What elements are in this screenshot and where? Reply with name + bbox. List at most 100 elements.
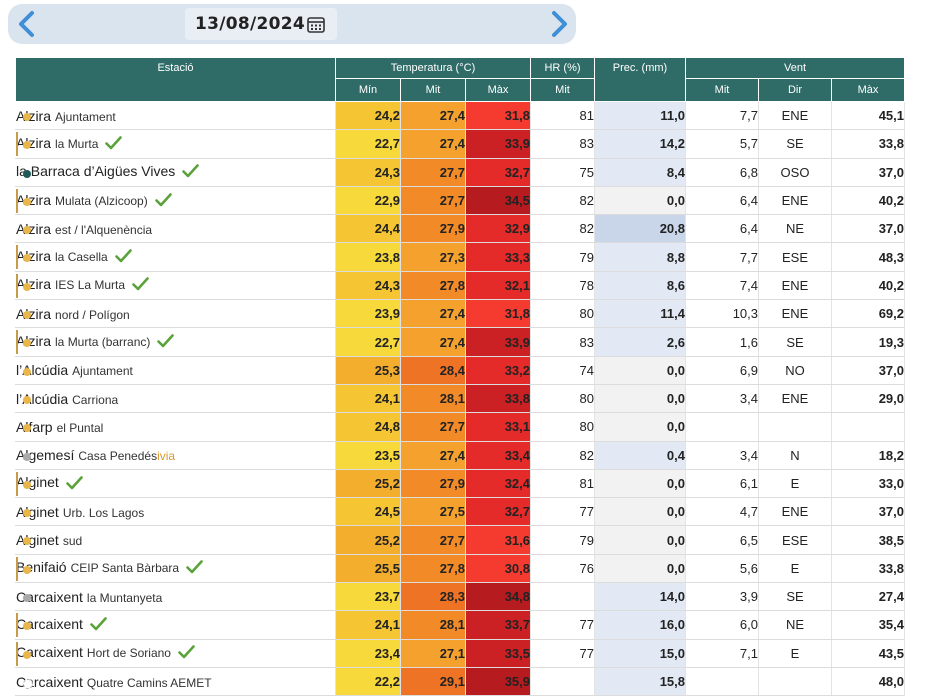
station-name[interactable]: Alzira bbox=[16, 107, 52, 124]
date-picker[interactable]: 13/08/2024 bbox=[185, 8, 337, 40]
temp-mid-cell: 27,7 bbox=[400, 525, 466, 555]
station-name[interactable]: la Barraca d’Aigües Vives bbox=[16, 163, 176, 180]
station-cell[interactable]: Carcaixent Quatre Camins AEMET bbox=[15, 667, 336, 697]
table-row[interactable]: la Barraca d’Aigües Vives 24,3 27,7 32,7 75 8… bbox=[15, 158, 905, 187]
wind-dir-cell: NO bbox=[758, 356, 832, 385]
station-name[interactable]: Algemesí bbox=[16, 447, 75, 464]
table-row[interactable]: Algemesí Casa Penedésivia 23,5 27,4 33,4 82 0,… bbox=[15, 441, 905, 470]
station-cell[interactable]: Algemesí Casa Penedésivia bbox=[15, 441, 336, 470]
wind-max-cell: 40,2 bbox=[831, 271, 905, 301]
station-location: Casa Penedés bbox=[78, 449, 158, 464]
table-row[interactable]: Alzira nord / Polígon 23,9 27,4 31,8 80 11,4 10… bbox=[15, 299, 905, 329]
humidity-cell: 79 bbox=[530, 525, 595, 555]
wind-mid-cell bbox=[685, 412, 759, 442]
station-cell[interactable]: Alzira est / l'Alquenència bbox=[15, 214, 336, 244]
wind-max-cell bbox=[831, 412, 905, 442]
station-name[interactable]: Alzira bbox=[16, 276, 52, 293]
table-row[interactable]: Carcaixent la Muntanyeta 23,7 28,3 34,8 14,0 3… bbox=[15, 582, 905, 612]
table-row[interactable]: Alzira la Murta (barranc) 22,7 27,4 33,9 83 2,… bbox=[15, 327, 905, 357]
station-cell[interactable]: Carcaixent la Muntanyeta bbox=[15, 582, 336, 612]
precipitation-cell: 8,4 bbox=[594, 158, 686, 187]
precipitation-cell: 20,8 bbox=[594, 214, 686, 244]
wind-mid-cell: 5,7 bbox=[685, 129, 759, 159]
humidity-cell: 80 bbox=[530, 384, 595, 414]
wind-max-column-header[interactable]: Màx bbox=[831, 78, 905, 102]
table-row[interactable]: Alzira la Murta 22,7 27,4 33,9 83 14,2 5,7 SE 33,… bbox=[15, 129, 905, 159]
wind-dir-cell: ENE bbox=[758, 384, 832, 414]
station-name[interactable]: Alzira bbox=[16, 191, 52, 208]
temp-min-cell: 24,2 bbox=[335, 101, 401, 131]
precipitation-column-header[interactable]: Prec. (mm) bbox=[594, 57, 686, 102]
table-row[interactable]: Alfarp el Puntal 24,8 27,7 33,1 80 0,0 bbox=[15, 412, 905, 442]
station-cell[interactable]: Alginet sud bbox=[15, 525, 336, 555]
wind-dir-column-header[interactable]: Dir bbox=[758, 78, 832, 102]
hr-column-header[interactable]: Mit bbox=[530, 78, 595, 102]
temp-mid-cell: 28,1 bbox=[400, 384, 466, 414]
station-cell[interactable]: Alfarp el Puntal bbox=[15, 412, 336, 442]
table-row[interactable]: l’Alcúdia Carriona 24,1 28,1 33,8 80 0,0 3,4 ENE… bbox=[15, 384, 905, 414]
station-cell[interactable]: Alzira nord / Polígon bbox=[15, 299, 336, 329]
date-value[interactable]: 13/08/2024 bbox=[195, 14, 306, 34]
station-cell[interactable]: l’Alcúdia Carriona bbox=[15, 384, 336, 414]
tmid-column-header[interactable]: Mit bbox=[400, 78, 466, 102]
station-cell[interactable]: Alginet Urb. Los Lagos bbox=[15, 497, 336, 527]
temp-min-cell: 25,3 bbox=[335, 356, 401, 385]
temp-max-cell: 33,7 bbox=[465, 610, 531, 640]
station-cell[interactable]: Carcaixent bbox=[15, 610, 336, 640]
table-row[interactable]: Alzira est / l'Alquenència 24,4 27,9 32,9 82 2… bbox=[15, 214, 905, 244]
station-name[interactable]: Alzira bbox=[16, 332, 52, 349]
table-row[interactable]: Alginet sud 25,2 27,7 31,6 79 0,0 6,5 ESE 38,5 bbox=[15, 525, 905, 555]
station-cell[interactable]: Alzira Ajuntament bbox=[15, 101, 336, 131]
wind-mid-cell: 7,4 bbox=[685, 271, 759, 301]
station-name[interactable]: Carcaixent bbox=[16, 588, 83, 605]
station-cell[interactable]: Alzira la Casella bbox=[15, 242, 336, 272]
row-marker bbox=[16, 641, 18, 666]
station-name[interactable]: Carcaixent bbox=[16, 615, 83, 632]
chevron-right-icon[interactable] bbox=[544, 9, 574, 39]
wind-mid-column-header[interactable]: Mit bbox=[685, 78, 759, 102]
station-name[interactable]: Alzira bbox=[16, 134, 52, 151]
station-cell[interactable]: Alginet bbox=[15, 469, 336, 499]
wind-mid-cell: 6,8 bbox=[685, 158, 759, 187]
table-row[interactable]: Carcaixent 24,1 28,1 33,7 77 16,0 6,0 NE 35,4 bbox=[15, 610, 905, 640]
station-column-header[interactable]: Estació bbox=[15, 57, 336, 102]
station-cell[interactable]: Alzira la Murta bbox=[15, 129, 336, 159]
station-cell[interactable]: Benifaió CEIP Santa Bàrbara bbox=[15, 554, 336, 584]
station-cell[interactable]: Carcaixent Hort de Soriano bbox=[15, 639, 336, 668]
table-row[interactable]: Alginet 25,2 27,9 32,4 81 0,0 6,1 E 33,0 bbox=[15, 469, 905, 499]
table-row[interactable]: Alzira Mulata (Alzicoop) 22,9 27,7 34,5 82 0,0… bbox=[15, 186, 905, 216]
table-row[interactable]: Alzira la Casella 23,8 27,3 33,3 79 8,8 7,7 ESE 4… bbox=[15, 242, 905, 272]
table-row[interactable]: Carcaixent Hort de Soriano 23,4 27,1 33,5 77 1… bbox=[15, 639, 905, 668]
station-name[interactable]: Carcaixent bbox=[16, 673, 83, 690]
calendar-icon[interactable] bbox=[307, 16, 325, 33]
table-row[interactable]: l’Alcúdia Ajuntament 25,3 28,4 33,2 74 0,0 6,9 N… bbox=[15, 356, 905, 385]
station-location: nord / Polígon bbox=[55, 307, 130, 322]
tmin-column-header[interactable]: Mín bbox=[335, 78, 401, 102]
station-cell[interactable]: la Barraca d’Aigües Vives bbox=[15, 158, 336, 187]
table-row[interactable]: Alzira Ajuntament 24,2 27,4 31,8 81 11,0 7,7 ENE… bbox=[15, 101, 905, 131]
temp-min-cell: 24,3 bbox=[335, 271, 401, 301]
station-cell[interactable]: Alzira IES La Murta bbox=[15, 271, 336, 301]
station-name[interactable]: Alfarp bbox=[16, 418, 53, 435]
temp-max-cell: 34,5 bbox=[465, 186, 531, 216]
station-cell[interactable]: Alzira Mulata (Alzicoop) bbox=[15, 186, 336, 216]
temp-mid-cell: 27,8 bbox=[400, 271, 466, 301]
tmax-column-header[interactable]: Màx bbox=[465, 78, 531, 102]
temp-max-cell: 32,7 bbox=[465, 158, 531, 187]
precipitation-cell: 0,0 bbox=[594, 186, 686, 216]
station-name[interactable]: Alzira bbox=[16, 220, 52, 237]
station-name[interactable]: Alzira bbox=[16, 248, 52, 265]
wind-dir-cell: ENE bbox=[758, 101, 832, 131]
station-name[interactable]: Carcaixent bbox=[16, 644, 83, 661]
station-status-dot bbox=[23, 282, 31, 291]
chevron-left-icon[interactable] bbox=[12, 9, 42, 39]
station-name[interactable]: Alzira bbox=[16, 305, 52, 322]
station-cell[interactable]: l’Alcúdia Ajuntament bbox=[15, 356, 336, 385]
table-row[interactable]: Alzira IES La Murta 24,3 27,8 32,1 78 8,6 7,4 EN… bbox=[15, 271, 905, 301]
station-cell[interactable]: Alzira la Murta (barranc) bbox=[15, 327, 336, 357]
table-row[interactable]: Alginet Urb. Los Lagos 24,5 27,5 32,7 77 0,0 4,… bbox=[15, 497, 905, 527]
station-location: est / l'Alquenència bbox=[55, 222, 153, 237]
wind-max-cell: 33,0 bbox=[831, 469, 905, 499]
table-row[interactable]: Benifaió CEIP Santa Bàrbara 25,5 27,8 30,8 76… bbox=[15, 554, 905, 584]
table-row[interactable]: Carcaixent Quatre Camins AEMET 22,2 29,1 35,… bbox=[15, 667, 905, 697]
